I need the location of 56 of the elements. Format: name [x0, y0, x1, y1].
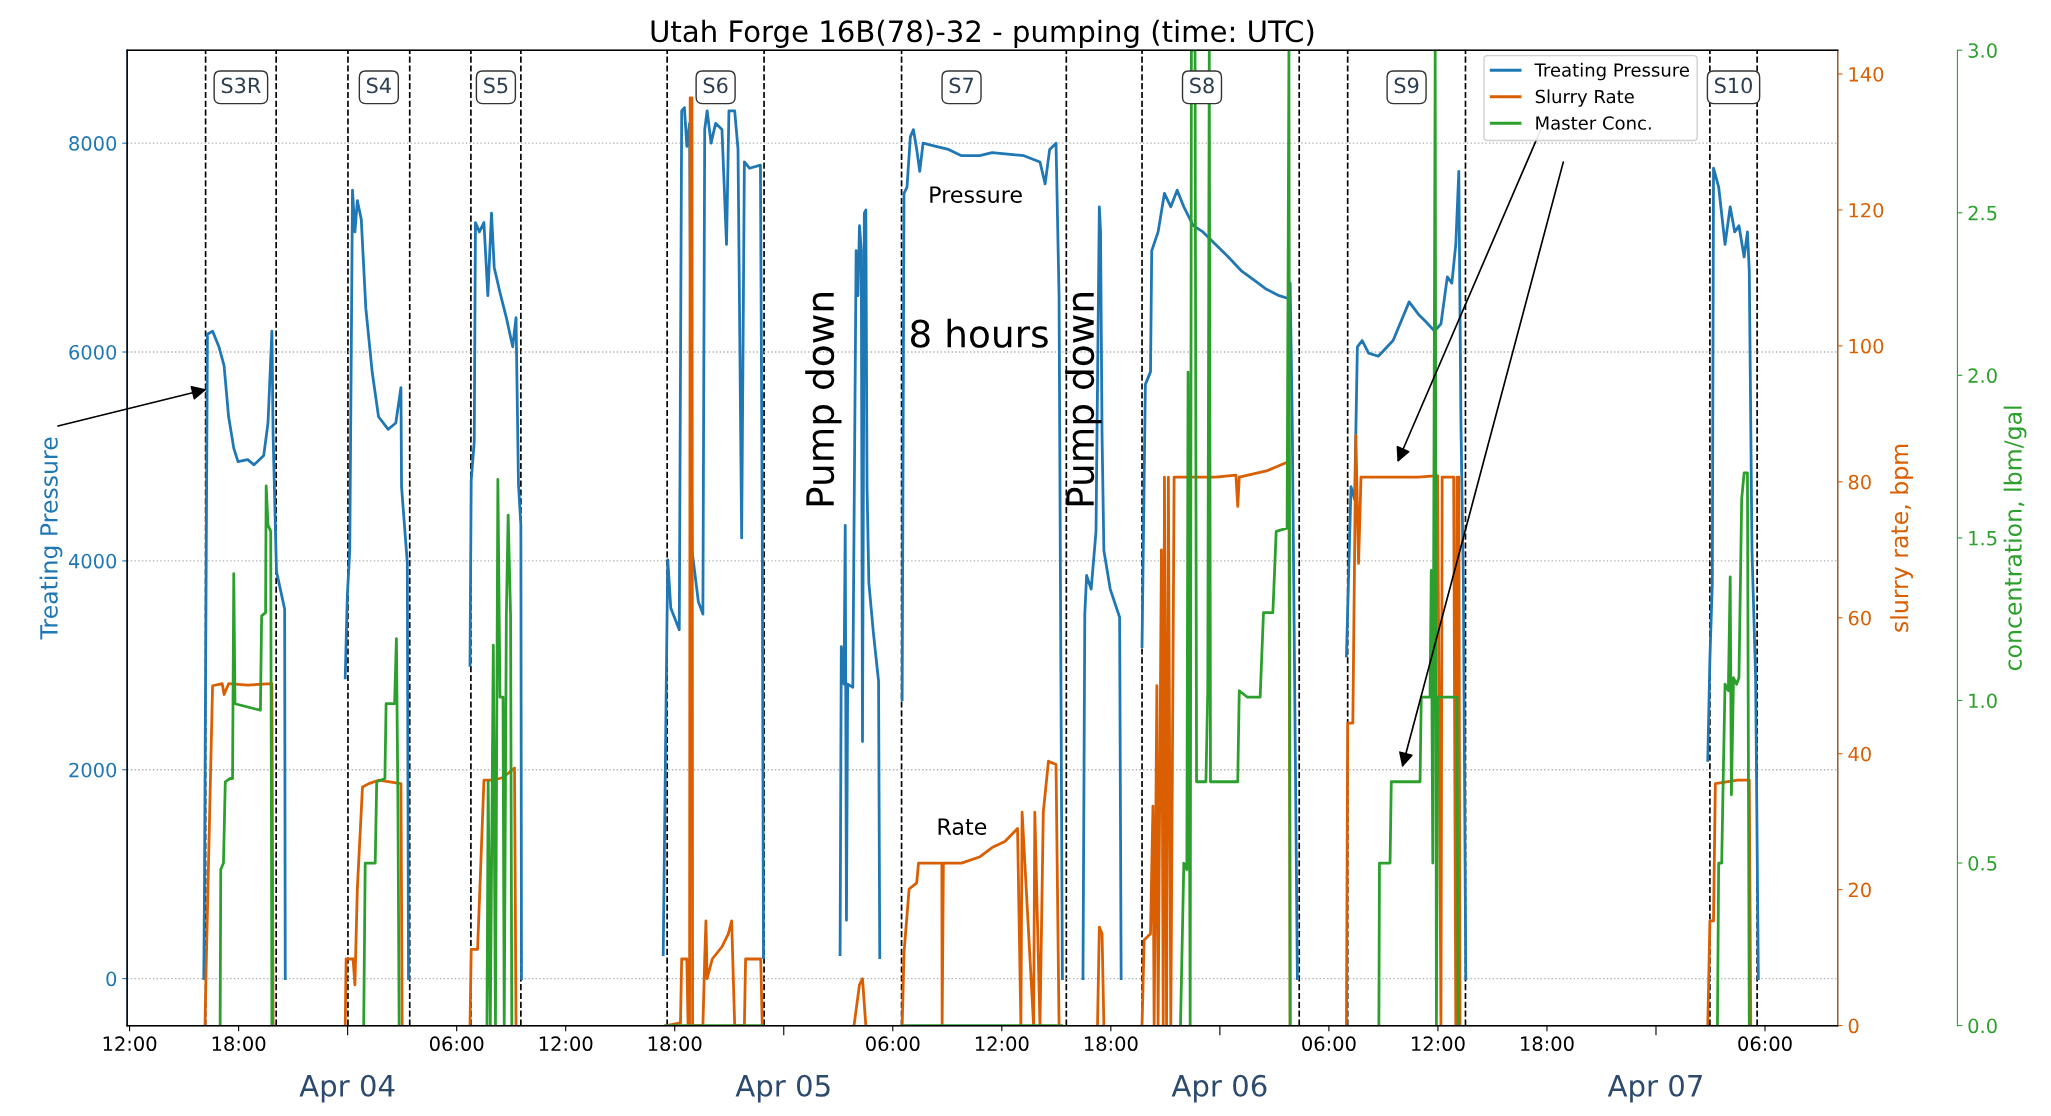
y-tick-label: 8000 [69, 136, 117, 151]
y3-tick-label: 1.5 [1969, 531, 1997, 546]
legend-label: Treating Pressure [1534, 62, 1689, 81]
x-tick-label: 12:00 [539, 1036, 593, 1052]
y-tick-label: 2000 [69, 762, 117, 778]
x-tick-label: 06:00 [1302, 1036, 1356, 1052]
chart-title: Utah Forge 16B(78)-32 - pumping (time: UTC) [651, 19, 1314, 48]
y3-tick-label: 0.0 [1968, 1018, 1997, 1034]
y2-tick-label: 20 [1848, 882, 1871, 898]
y3-tick-label: 0.5 [1968, 856, 1997, 871]
x-tick-label: 06:00 [429, 1036, 484, 1052]
x-tick-label: 18:00 [1521, 1036, 1574, 1052]
x2-tick-label: Apr 04 [299, 1074, 395, 1103]
x-tick-label: 06:00 [1738, 1036, 1792, 1052]
ref-line-label: S3R [221, 77, 261, 94]
y-axis-title: Treating Pressure [39, 437, 63, 640]
x-tick-label: 12:00 [103, 1036, 157, 1052]
x-tick-label: 12:00 [975, 1036, 1029, 1052]
y2-tick-label: 40 [1848, 746, 1871, 762]
ref-line-label: S8 [1190, 77, 1214, 94]
legend-label: Slurry Rate [1535, 89, 1634, 107]
annotation: Pressure [930, 186, 1022, 203]
ref-line-label: S10 [1715, 77, 1752, 94]
x-tick-label: 12:00 [1412, 1036, 1465, 1052]
y-tick-label: 6000 [69, 344, 117, 360]
y2-tick-label: 0 [1848, 1018, 1859, 1034]
x-tick-label: 06:00 [866, 1036, 920, 1052]
y2-tick-label: 60 [1848, 610, 1871, 626]
y3-axis-title: concentration, lbm/gal [2003, 406, 2027, 671]
y3-tick-label: 2.0 [1968, 368, 1997, 384]
annotation: Pump down [805, 293, 842, 506]
ref-line-label: S4 [366, 77, 391, 94]
x2-tick-label: Apr 05 [735, 1074, 830, 1103]
y3-tick-label: 2.5 [1968, 205, 1997, 221]
x-tick-label: 18:00 [648, 1036, 702, 1052]
y2-tick-label: 80 [1848, 474, 1871, 490]
annotation: 8 hours [910, 318, 1048, 348]
x-tick-label: 18:00 [1084, 1036, 1138, 1052]
x-tick-label: 18:00 [212, 1036, 266, 1052]
ref-line-label: S7 [949, 77, 973, 94]
y3-tick-label: 1.0 [1969, 693, 1997, 709]
y-tick-label: 0 [106, 971, 117, 987]
annotation: Rate [938, 818, 987, 836]
annotation: Pump down [1065, 293, 1102, 506]
ref-line-label: S5 [484, 77, 508, 94]
y3-tick-label: 3.0 [1968, 43, 1997, 58]
ref-line-label: S9 [1394, 77, 1419, 94]
y2-tick-label: 140 [1849, 66, 1884, 82]
y-tick-label: 4000 [68, 553, 117, 569]
y2-tick-label: 120 [1849, 202, 1884, 218]
y2-axis-title: slurry rate, bpm [1890, 444, 1913, 632]
x2-tick-label: Apr 06 [1171, 1074, 1267, 1103]
legend-label: Master Conc. [1536, 116, 1651, 130]
y2-tick-label: 100 [1849, 338, 1884, 354]
x2-tick-label: Apr 07 [1607, 1074, 1702, 1103]
ref-line-label: S6 [703, 77, 728, 94]
